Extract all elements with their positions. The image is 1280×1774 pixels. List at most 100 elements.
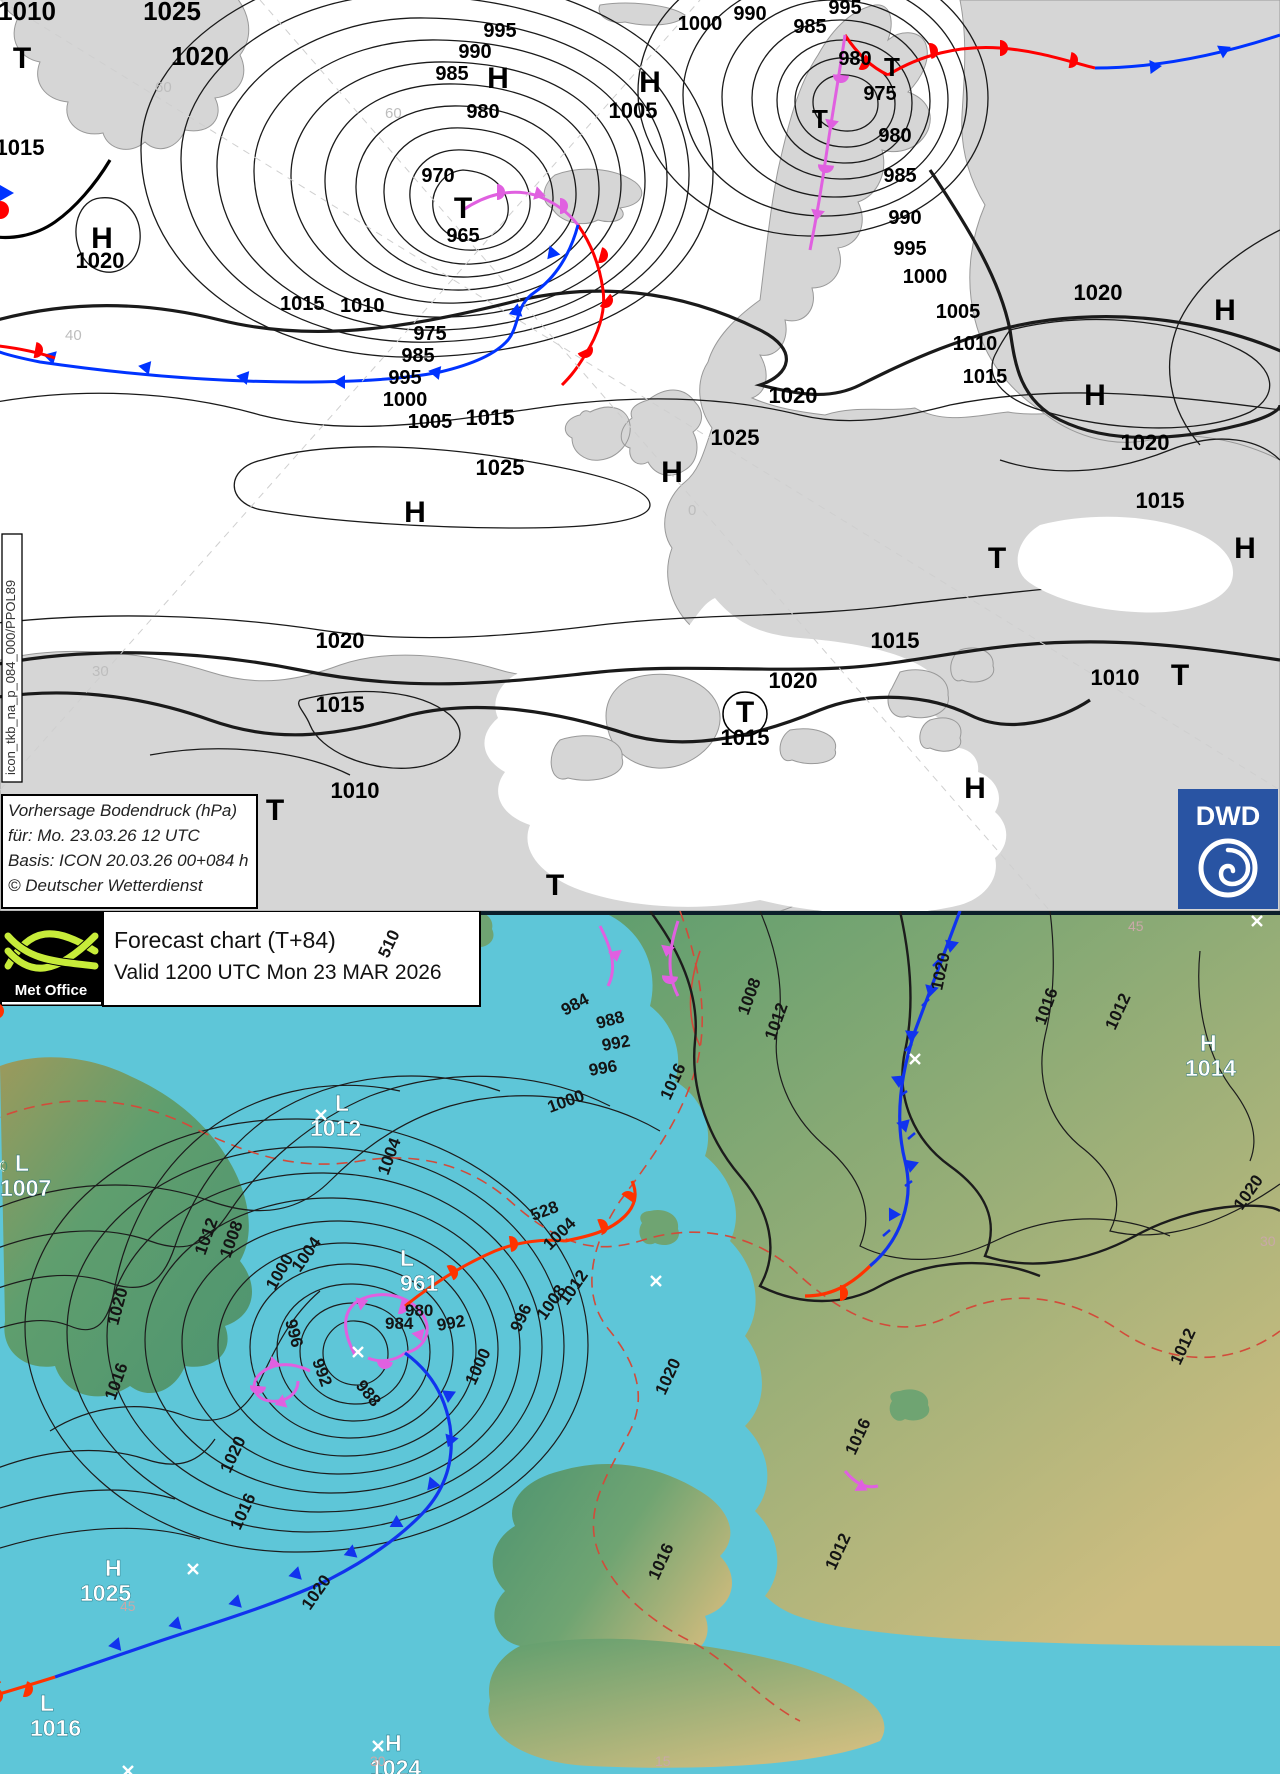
svg-text:30: 30: [92, 663, 109, 680]
svg-text:1015: 1015: [1136, 488, 1185, 513]
svg-text:1000: 1000: [383, 389, 428, 411]
svg-text:H: H: [639, 66, 661, 99]
svg-text:1010: 1010: [331, 778, 380, 803]
svg-text:992: 992: [308, 1356, 336, 1389]
svg-text:T: T: [988, 542, 1006, 575]
svg-text:980: 980: [878, 125, 911, 147]
svg-text:1025: 1025: [711, 425, 760, 450]
svg-text:961: 961: [400, 1270, 439, 1296]
svg-text:1020: 1020: [1121, 430, 1170, 455]
svg-text:T: T: [13, 42, 31, 75]
svg-text:1020: 1020: [171, 41, 229, 71]
svg-text:975: 975: [863, 83, 896, 105]
svg-text:984: 984: [385, 1314, 414, 1333]
svg-text:995: 995: [828, 0, 861, 19]
svg-text:T: T: [266, 794, 284, 827]
svg-text:990: 990: [458, 41, 491, 63]
svg-text:985: 985: [401, 345, 434, 367]
svg-text:0: 0: [688, 502, 696, 519]
svg-text:1005: 1005: [609, 98, 658, 123]
svg-text:980: 980: [838, 48, 871, 70]
svg-text:995: 995: [893, 238, 926, 260]
svg-text:H: H: [1234, 532, 1256, 565]
svg-text:988: 988: [352, 1376, 385, 1410]
svg-text:992: 992: [600, 1031, 631, 1055]
svg-text:H: H: [964, 772, 986, 805]
svg-text:60: 60: [155, 79, 172, 96]
svg-text:45: 45: [120, 1598, 136, 1614]
svg-text:996: 996: [587, 1056, 618, 1080]
svg-text:T: T: [1171, 659, 1189, 692]
svg-text:L: L: [335, 1090, 349, 1116]
svg-text:984: 984: [558, 989, 592, 1019]
svg-text:985: 985: [435, 63, 468, 85]
svg-text:1010: 1010: [0, 0, 56, 26]
svg-text:H: H: [105, 1555, 122, 1581]
svg-text:1015: 1015: [0, 135, 44, 160]
svg-text:1010: 1010: [1091, 665, 1140, 690]
svg-text:30: 30: [370, 1753, 386, 1769]
svg-text:1000: 1000: [903, 266, 948, 288]
svg-text:975: 975: [413, 323, 446, 345]
svg-text:1020: 1020: [316, 628, 365, 653]
svg-text:H: H: [487, 62, 509, 95]
svg-text:1020: 1020: [651, 1355, 684, 1397]
svg-text:985: 985: [883, 165, 916, 187]
svg-text:1020: 1020: [1074, 280, 1123, 305]
svg-text:H: H: [1214, 294, 1236, 327]
svg-text:DWD: DWD: [1196, 801, 1260, 831]
svg-text:996: 996: [281, 1317, 307, 1349]
svg-text:1015: 1015: [963, 366, 1008, 388]
svg-text:1004: 1004: [288, 1233, 326, 1275]
svg-text:1016: 1016: [30, 1715, 81, 1741]
svg-text:0: 0: [0, 1158, 8, 1174]
svg-text:für: Mo. 23.03.26 12 UTC: für: Mo. 23.03.26 12 UTC: [8, 826, 201, 845]
svg-text:1010: 1010: [340, 295, 385, 317]
svg-text:icon_tkb_na_p_084_000/PPOL89: icon_tkb_na_p_084_000/PPOL89: [3, 580, 18, 775]
svg-text:60: 60: [385, 105, 402, 122]
svg-text:L: L: [400, 1245, 414, 1271]
svg-text:45: 45: [1128, 918, 1144, 934]
svg-text:L: L: [15, 1150, 29, 1176]
svg-text:H: H: [1084, 379, 1106, 412]
svg-text:H: H: [385, 1730, 402, 1756]
svg-text:988: 988: [594, 1007, 626, 1033]
svg-text:1025: 1025: [143, 0, 201, 26]
svg-text:T: T: [546, 869, 564, 902]
svg-text:1015: 1015: [871, 628, 920, 653]
svg-text:1016: 1016: [226, 1490, 259, 1532]
svg-text:H: H: [1200, 1030, 1217, 1056]
svg-text:990: 990: [733, 3, 766, 25]
svg-text:Valid 1200 UTC Mon 23 MAR 2026: Valid 1200 UTC Mon 23 MAR 2026: [114, 961, 442, 984]
svg-text:1007: 1007: [0, 1175, 51, 1201]
svg-text:T: T: [454, 192, 472, 225]
svg-text:1015: 1015: [466, 405, 515, 430]
svg-text:Basis: ICON 20.03.26 00+084 h: Basis: ICON 20.03.26 00+084 h: [8, 851, 249, 870]
svg-text:Forecast chart (T+84): Forecast chart (T+84): [114, 927, 336, 953]
svg-text:H: H: [661, 456, 683, 489]
svg-text:30: 30: [1260, 1233, 1276, 1249]
svg-text:995: 995: [483, 20, 516, 42]
svg-text:970: 970: [421, 165, 454, 187]
svg-text:995: 995: [388, 367, 421, 389]
svg-text:1025: 1025: [476, 455, 525, 480]
svg-text:1010: 1010: [953, 333, 998, 355]
svg-text:1000: 1000: [678, 13, 723, 35]
svg-text:528: 528: [528, 1197, 561, 1225]
svg-text:996: 996: [506, 1301, 535, 1335]
svg-text:1015: 1015: [280, 293, 325, 315]
svg-text:15: 15: [655, 1753, 671, 1769]
svg-text:1012: 1012: [310, 1115, 361, 1141]
svg-text:Vorhersage Bodendruck (hPa): Vorhersage Bodendruck (hPa): [8, 801, 237, 820]
svg-text:965: 965: [446, 225, 479, 247]
svg-text:1000: 1000: [545, 1086, 587, 1117]
svg-text:H: H: [404, 496, 426, 529]
svg-text:1015: 1015: [316, 692, 365, 717]
svg-text:1005: 1005: [408, 411, 453, 433]
svg-text:1005: 1005: [936, 301, 981, 323]
svg-text:1014: 1014: [1185, 1055, 1236, 1081]
svg-text:T: T: [884, 52, 900, 82]
svg-text:40: 40: [65, 327, 82, 344]
svg-text:1000: 1000: [461, 1345, 494, 1387]
svg-text:1020: 1020: [76, 248, 125, 273]
